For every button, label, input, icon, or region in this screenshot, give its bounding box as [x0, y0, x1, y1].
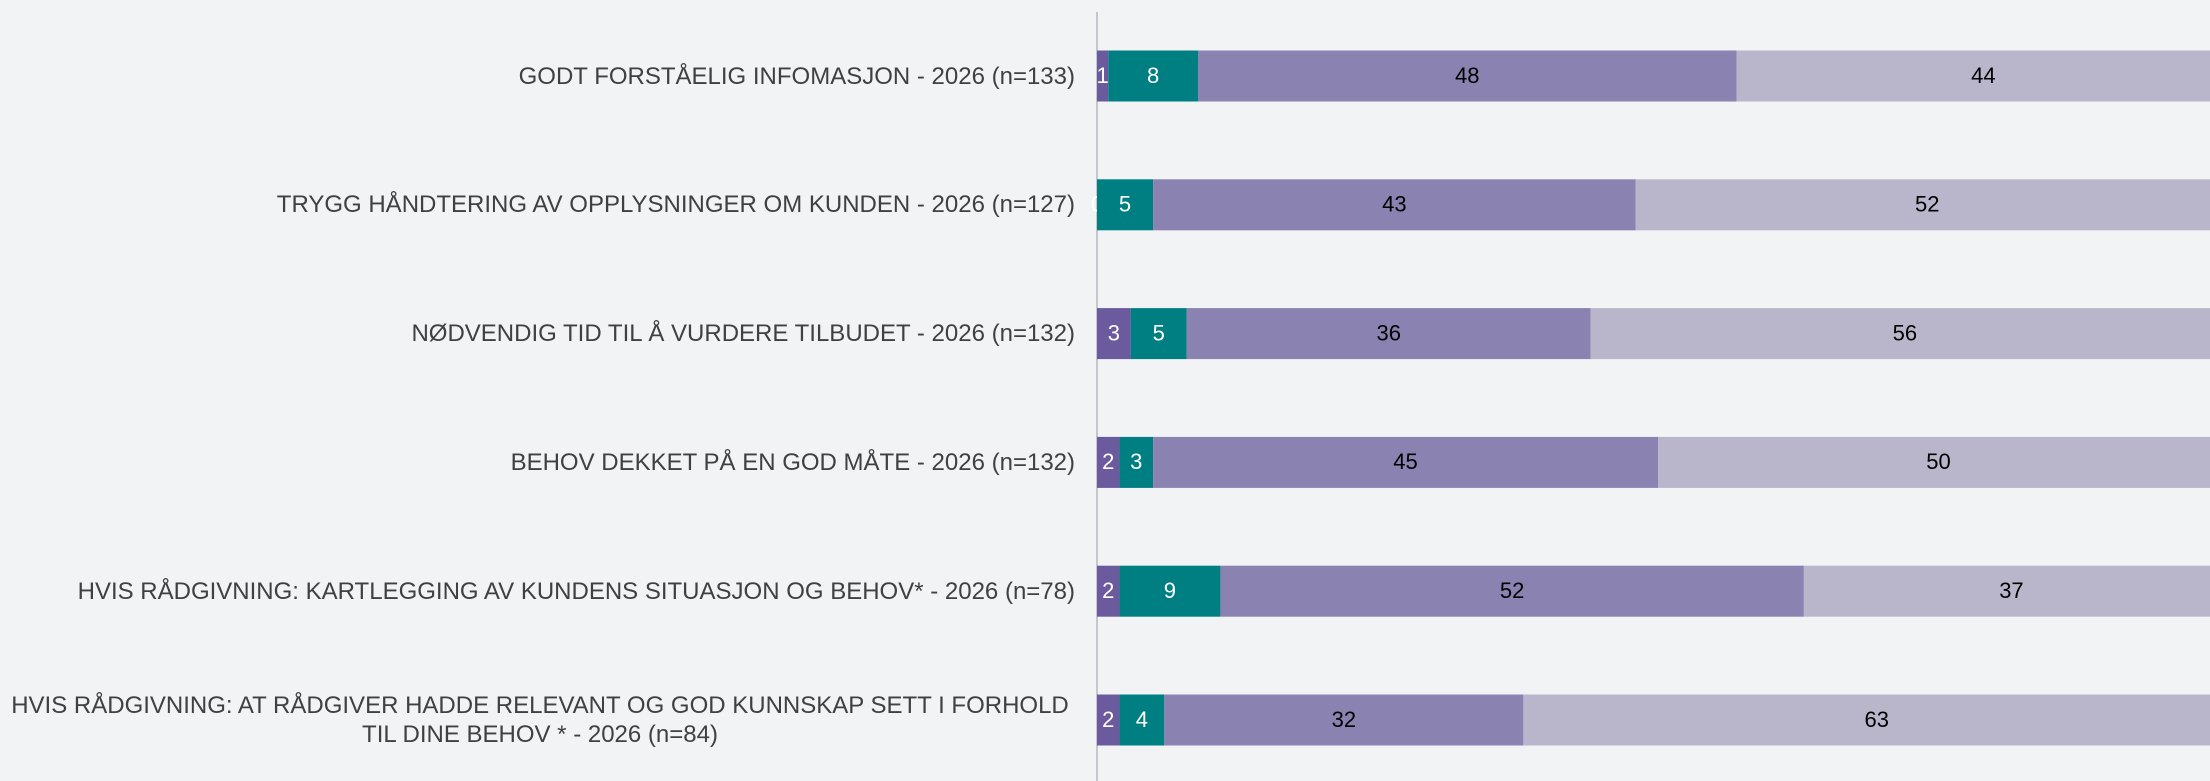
data-label: 45	[1393, 449, 1417, 474]
category-label: BEHOV DEKKET PÅ EN GOD MÅTE - 2026 (n=13…	[510, 448, 1075, 476]
bar-segment	[1736, 50, 2210, 102]
category-label-box: HVIS RÅDGIVNING: AT RÅDGIVER HADDE RELEV…	[5, 680, 1075, 760]
category-label-box: NØDVENDIG TID TIL Å VURDERE TILBUDET - 2…	[5, 294, 1075, 374]
bar-segment	[1097, 436, 1120, 488]
bar-segment	[1197, 50, 1737, 102]
data-label: 50	[1926, 449, 1950, 474]
data-label: 3	[1130, 449, 1142, 474]
data-label: 48	[1455, 63, 1479, 88]
category-label: HVIS RÅDGIVNING: KARTLEGGING AV KUNDENS …	[77, 577, 1075, 605]
bar-segment	[1153, 179, 1636, 231]
bar-segment	[1097, 308, 1131, 360]
category-label-box: GODT FORSTÅELIG INFOMASJON - 2026 (n=133…	[5, 36, 1075, 116]
bar-segment	[1119, 694, 1165, 746]
data-label: 4	[1136, 707, 1148, 732]
category-label: GODT FORSTÅELIG INFOMASJON - 2026 (n=133…	[518, 62, 1075, 90]
bar-segment	[1220, 565, 1804, 617]
category-label-box: TRYGG HÅNDTERING AV OPPLYSNINGER OM KUND…	[5, 165, 1075, 245]
bar-segment	[1153, 436, 1658, 488]
data-label: 43	[1382, 192, 1406, 217]
bar-segment	[1097, 565, 1120, 617]
bar-segment	[1097, 179, 1154, 231]
bar-segment	[1658, 436, 2210, 488]
data-label: 36	[1376, 320, 1400, 345]
bar-segment	[1164, 694, 1524, 746]
bar-segment	[1097, 694, 1120, 746]
data-label: 37	[1999, 578, 2023, 603]
category-label-box: HVIS RÅDGIVNING: KARTLEGGING AV KUNDENS …	[5, 551, 1075, 631]
category-label: HVIS RÅDGIVNING: AT RÅDGIVER HADDE RELEV…	[11, 692, 1069, 748]
data-label: 3	[1108, 320, 1120, 345]
category-label-box: BEHOV DEKKET PÅ EN GOD MÅTE - 2026 (n=13…	[5, 422, 1075, 502]
data-label: 2	[1102, 578, 1114, 603]
data-label: 2	[1102, 707, 1114, 732]
category-label: NØDVENDIG TID TIL Å VURDERE TILBUDET - 2…	[411, 320, 1075, 348]
data-label: 5	[1153, 320, 1165, 345]
category-label: TRYGG HÅNDTERING AV OPPLYSNINGER OM KUND…	[276, 191, 1075, 219]
bar-segment	[1523, 694, 2210, 746]
bar-segment	[1590, 308, 2210, 360]
data-label: 32	[1332, 707, 1356, 732]
data-label: 9	[1164, 578, 1176, 603]
data-label: 2	[1102, 449, 1114, 474]
data-label: 1	[1096, 63, 1108, 88]
bar-segment	[1803, 565, 2210, 617]
bar-segment	[1119, 565, 1221, 617]
bar-segment	[1108, 50, 1198, 102]
bar-segment	[1635, 179, 2210, 231]
data-label: 52	[1915, 192, 1939, 217]
data-label: 44	[1971, 63, 1995, 88]
data-label: 56	[1893, 320, 1917, 345]
data-label: 63	[1865, 707, 1889, 732]
bar-segment	[1130, 308, 1187, 360]
data-label: 8	[1147, 63, 1159, 88]
bar-segment	[1097, 50, 1109, 102]
bar-segment	[1186, 308, 1591, 360]
data-label: 52	[1500, 578, 1524, 603]
bar-segment	[1119, 436, 1154, 488]
data-label: 5	[1119, 192, 1131, 217]
